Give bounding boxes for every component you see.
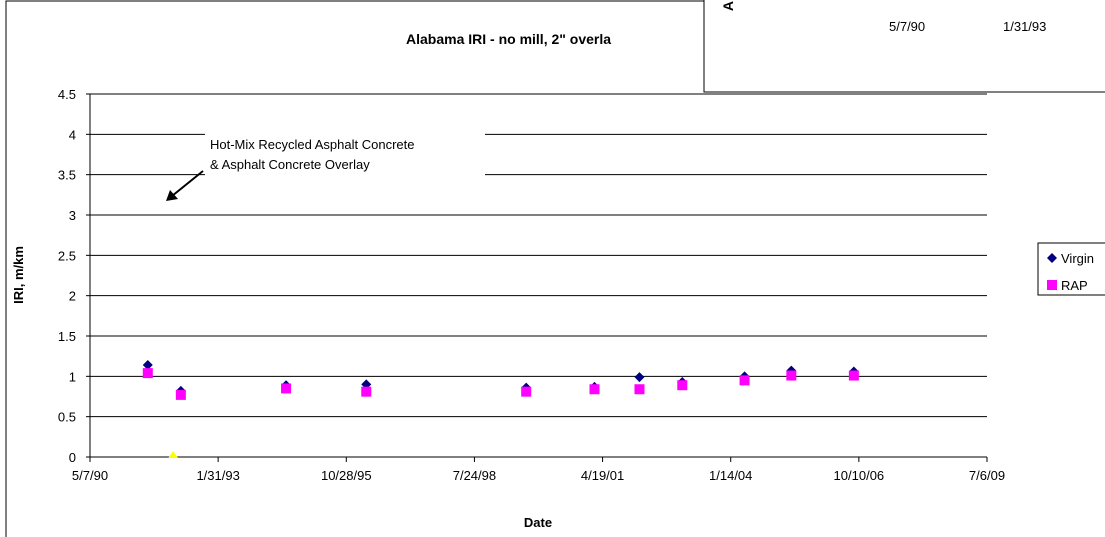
marker-triangle-yellow	[168, 451, 179, 458]
inset-letter: A	[720, 1, 736, 11]
y-tick-label: 3.5	[58, 168, 76, 183]
point-rap	[175, 389, 186, 400]
y-tick-label: 0.5	[58, 410, 76, 425]
y-tick-label: 0	[69, 450, 76, 465]
x-tick-label: 1/31/93	[196, 468, 239, 483]
x-tick-label: 7/6/09	[969, 468, 1005, 483]
legend-marker-rap	[1047, 280, 1057, 290]
y-tick-label: 1.5	[58, 329, 76, 344]
y-axis-ticks: 0 0.5 1 1.5 2 2.5 3 3.5 4 4.5	[58, 87, 90, 465]
annotation-arrow	[166, 170, 204, 201]
chart-title: Alabama IRI - no mill, 2" overla	[406, 31, 611, 47]
point-rap	[589, 384, 600, 395]
legend-label-virgin: Virgin	[1061, 251, 1094, 266]
y-tick-label: 1	[69, 369, 76, 384]
point-virgin	[634, 372, 645, 383]
inset-frame	[703, 0, 1105, 93]
point-virgin	[142, 360, 153, 371]
point-rap	[281, 383, 292, 394]
point-rap	[677, 380, 688, 391]
x-axis-title: Date	[524, 515, 552, 530]
y-tick-label: 2.5	[58, 248, 76, 263]
point-rap	[786, 370, 797, 381]
legend-marker-virgin	[1047, 253, 1057, 263]
point-rap	[848, 370, 859, 381]
inset-label-1: 5/7/90	[889, 19, 925, 34]
x-tick-label: 4/19/01	[581, 468, 624, 483]
data-points	[142, 360, 859, 458]
y-tick-label: 4	[69, 127, 76, 142]
x-tick-label: 7/24/98	[453, 468, 496, 483]
point-rap	[634, 384, 645, 395]
annotation-line-1: Hot-Mix Recycled Asphalt Concrete	[210, 137, 414, 152]
x-tick-label: 1/14/04	[709, 468, 752, 483]
point-rap	[142, 368, 153, 379]
annotation-line-2: & Asphalt Concrete Overlay	[210, 157, 370, 172]
point-rap	[739, 375, 750, 386]
x-tick-label: 10/28/95	[321, 468, 372, 483]
point-rap	[361, 386, 372, 397]
y-tick-label: 3	[69, 208, 76, 223]
y-axis-title: IRI, m/km	[11, 246, 26, 304]
annotation-box	[205, 131, 485, 181]
x-axis-ticks: 5/7/90 1/31/93 10/28/95 7/24/98 4/19/01 1/14/…	[72, 457, 1005, 483]
legend: Virgin RAP	[1037, 242, 1105, 296]
y-tick-label: 2	[69, 289, 76, 304]
y-tick-label: 4.5	[58, 87, 76, 102]
x-tick-label: 10/10/06	[834, 468, 885, 483]
inset-panel: A 5/7/90 1/31/93	[703, 0, 1105, 93]
x-tick-label: 5/7/90	[72, 468, 108, 483]
legend-label-rap: RAP	[1061, 278, 1088, 293]
inset-label-2: 1/31/93	[1003, 19, 1046, 34]
point-rap	[521, 386, 532, 397]
